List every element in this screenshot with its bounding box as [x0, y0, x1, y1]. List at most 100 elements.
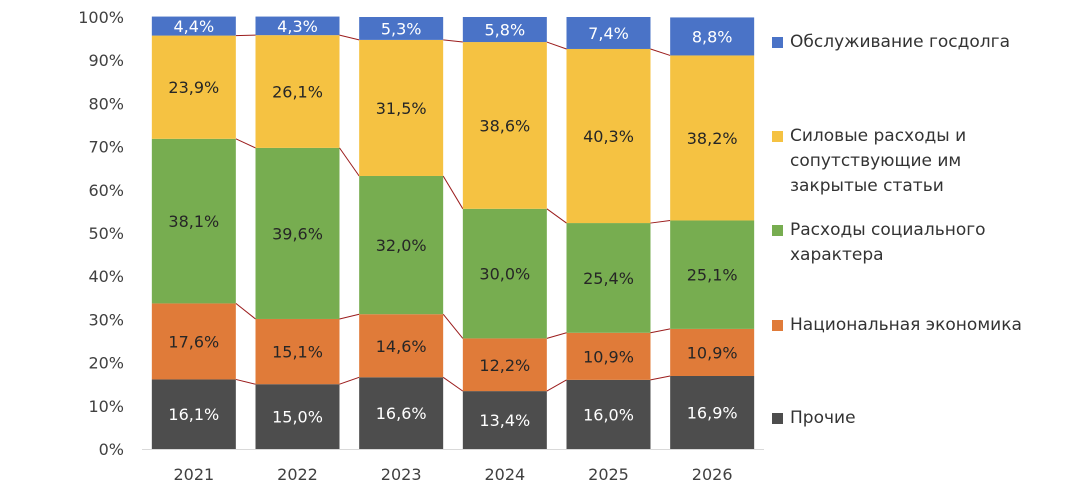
y-tick-label: 80%	[88, 94, 124, 113]
y-tick-label: 0%	[99, 440, 124, 459]
y-tick-label: 100%	[78, 8, 124, 27]
bar-segment	[359, 17, 444, 40]
bar-segment	[462, 391, 547, 449]
series-connector-line	[443, 39, 463, 43]
bar-segment	[462, 338, 547, 392]
bar-segment	[359, 377, 444, 449]
series-connectors	[235, 34, 671, 392]
y-tick-label: 10%	[88, 397, 124, 416]
data-label: 25,1%	[687, 266, 738, 285]
series-connector-line	[650, 219, 671, 224]
x-tick-label: 2023	[381, 465, 422, 484]
series-connector-line	[442, 175, 464, 210]
series-connector-line	[339, 376, 360, 385]
data-label: 30,0%	[479, 265, 530, 284]
bar-segment	[151, 379, 236, 449]
data-label: 15,1%	[272, 343, 323, 362]
series-connector-line	[650, 328, 671, 334]
data-label: 38,2%	[687, 129, 738, 148]
data-label: 16,6%	[376, 404, 427, 423]
y-tick-label: 90%	[88, 51, 124, 70]
legend-label: Национальная экономика	[790, 315, 1022, 335]
legend-label: Обслуживание госдолга	[790, 32, 1011, 52]
bar-segment	[670, 328, 755, 376]
legend-item-debt-service: Обслуживание госдолга	[772, 30, 1030, 55]
bars	[151, 16, 755, 449]
y-tick-label: 70%	[88, 138, 124, 157]
series-connector-line	[546, 41, 567, 50]
data-label: 16,0%	[583, 405, 634, 424]
data-label: 25,4%	[583, 269, 634, 288]
x-tick-label: 2026	[692, 465, 733, 484]
series-connector-line	[546, 379, 567, 392]
bar-segment	[566, 48, 651, 224]
bar-segment	[151, 35, 236, 139]
y-tick-label: 20%	[88, 354, 124, 373]
legend-item-other: Прочие	[772, 406, 1030, 431]
y-tick-label: 30%	[88, 310, 124, 329]
series-connector-line	[339, 147, 360, 177]
bar-segment	[255, 384, 340, 449]
data-label: 8,8%	[692, 27, 733, 46]
series-connector-line	[235, 138, 256, 149]
bar-segment	[151, 303, 236, 380]
bar-segment	[566, 17, 651, 49]
series-connector-line	[235, 378, 256, 385]
data-label: 32,0%	[376, 236, 427, 255]
x-tick-label: 2025	[588, 465, 629, 484]
bar-segment	[255, 16, 340, 36]
x-tick-label: 2021	[173, 465, 214, 484]
data-label: 4,4%	[174, 17, 215, 36]
legend-swatch	[772, 225, 783, 236]
data-label: 5,3%	[381, 19, 422, 38]
series-connector-line	[442, 376, 464, 392]
legend-swatch	[772, 413, 783, 424]
data-label: 4,3%	[277, 17, 318, 36]
y-tick-label: 40%	[88, 267, 124, 286]
series-connector-line	[442, 313, 464, 339]
data-label: 17,6%	[168, 332, 219, 351]
data-label: 16,9%	[687, 403, 738, 422]
data-label: 12,2%	[479, 356, 530, 375]
data-label: 40,3%	[583, 127, 634, 146]
series-connector-line	[235, 303, 256, 320]
bar-segment	[151, 16, 236, 36]
data-label: 10,9%	[687, 343, 738, 362]
series-connector-line	[650, 48, 671, 56]
bar-segment	[566, 223, 651, 333]
y-tick-label: 50%	[88, 224, 124, 243]
legend-item-security-spending: Силовые расходы и сопутствующие им закры…	[772, 124, 985, 199]
x-tick-label: 2022	[277, 465, 318, 484]
data-label: 38,1%	[168, 212, 219, 231]
bar-segment	[359, 175, 444, 315]
data-label: 13,4%	[479, 411, 530, 430]
series-connector-line	[546, 208, 567, 224]
series-connector-line	[339, 313, 360, 320]
data-label: 10,9%	[583, 347, 634, 366]
x-axis: 2021 2022 2023 2024 2025 2026	[142, 449, 764, 484]
data-label: 16,1%	[168, 405, 219, 424]
legend-swatch	[772, 320, 783, 331]
bar-segment	[462, 42, 547, 209]
legend-label: Прочие	[790, 408, 856, 428]
legend-item-national-economy: Национальная экономика	[772, 313, 1030, 338]
series-connector-line	[546, 332, 567, 339]
legend-swatch	[772, 37, 783, 48]
data-label: 38,6%	[479, 116, 530, 135]
data-label: 31,5%	[376, 99, 427, 118]
bar-segment	[670, 220, 755, 329]
data-label: 26,1%	[272, 83, 323, 102]
data-labels: 16,1% 17,6% 38,1% 23,9% 4,4% 15,0% 15,1% 39,6% 2…	[168, 17, 737, 430]
bar-segment	[670, 55, 755, 221]
bar-segment	[359, 39, 444, 176]
legend-item-social-spending: Расходы социального характера	[772, 218, 990, 268]
series-connector-line	[650, 375, 671, 381]
series-connector-line	[339, 34, 360, 41]
data-label: 5,8%	[485, 21, 526, 40]
bar-segment	[462, 208, 547, 339]
data-label: 14,6%	[376, 337, 427, 356]
bar-segment	[255, 35, 340, 148]
data-label: 39,6%	[272, 224, 323, 243]
bar-segment	[670, 375, 755, 449]
